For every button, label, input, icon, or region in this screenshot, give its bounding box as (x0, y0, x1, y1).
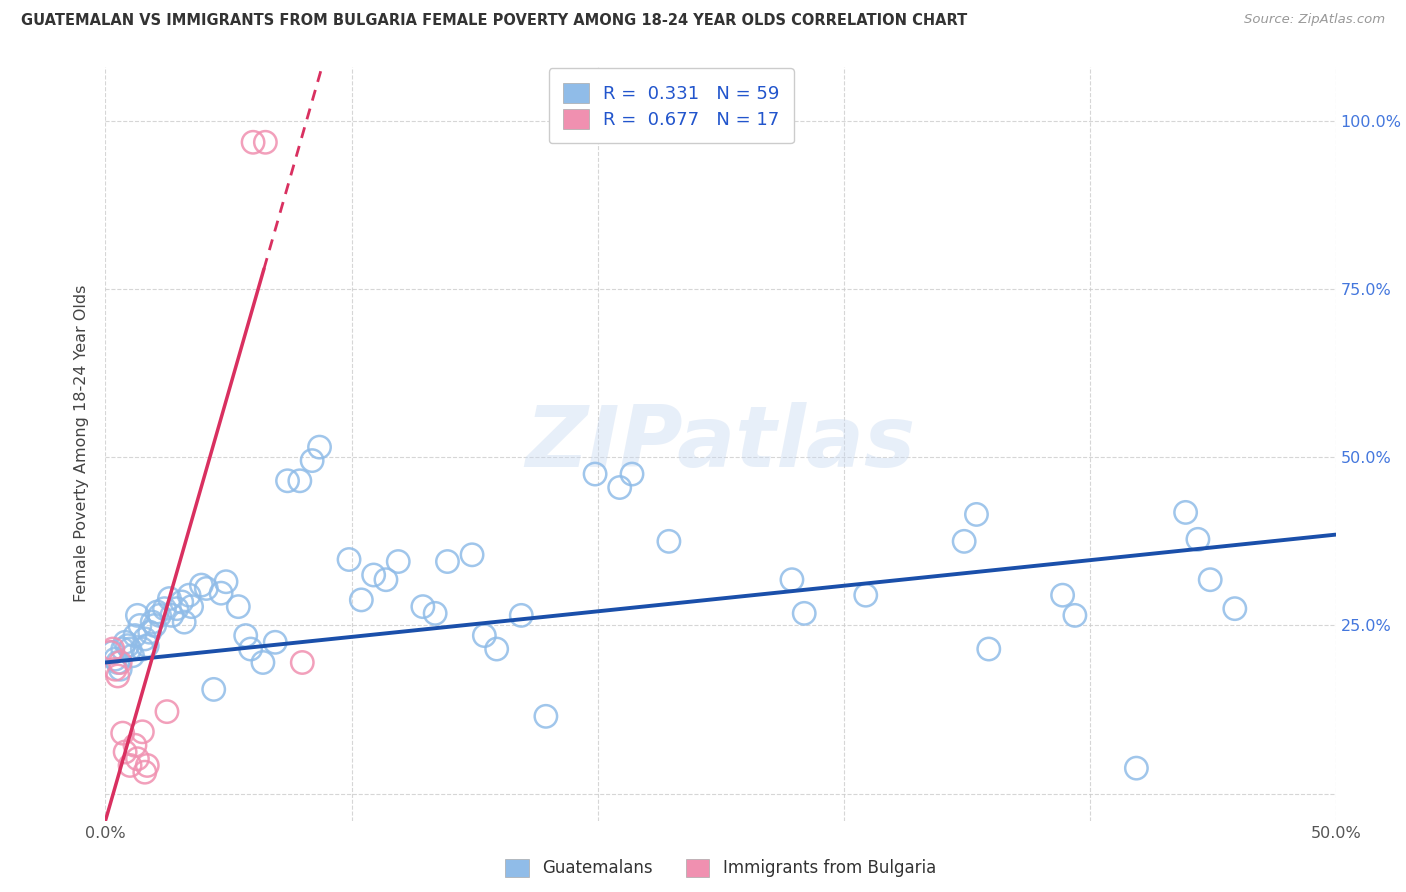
Point (107, 656, 129, 670)
Point (107, 669, 129, 683)
Point (1063, 608, 1085, 623)
Point (156, 705, 179, 719)
Point (127, 608, 149, 623)
Point (252, 656, 274, 670)
Point (621, 467, 644, 481)
Point (977, 642, 1000, 657)
Text: GUATEMALAN VS IMMIGRANTS FROM BULGARIA FEMALE POVERTY AMONG 18-24 YEAR OLDS CORR: GUATEMALAN VS IMMIGRANTS FROM BULGARIA F… (21, 13, 967, 29)
Point (136, 758, 159, 772)
Point (160, 608, 183, 623)
Point (387, 555, 409, 569)
Point (170, 595, 193, 609)
Point (412, 599, 434, 614)
Point (239, 642, 262, 657)
Point (195, 582, 218, 596)
Point (149, 608, 172, 623)
Point (124, 629, 146, 643)
Point (1223, 601, 1246, 615)
Point (173, 615, 195, 629)
Point (127, 752, 149, 766)
Point (111, 726, 134, 740)
Point (120, 642, 141, 657)
Point (780, 573, 803, 587)
Point (254, 136, 277, 150)
Point (190, 578, 212, 592)
Point (953, 534, 976, 549)
Point (308, 440, 330, 454)
Point (337, 552, 360, 566)
Point (510, 608, 533, 623)
Point (534, 709, 557, 723)
Legend: Guatemalans, Immigrants from Bulgaria: Guatemalans, Immigrants from Bulgaria (499, 852, 942, 884)
Point (138, 625, 162, 640)
Point (101, 642, 124, 657)
Point (141, 615, 163, 629)
Point (101, 645, 124, 659)
Y-axis label: Female Poverty Among 18-24 Year Olds: Female Poverty Among 18-24 Year Olds (75, 285, 90, 602)
Point (228, 599, 250, 614)
Point (350, 593, 373, 607)
Point (485, 642, 508, 657)
Point (1052, 588, 1074, 602)
Point (1187, 533, 1209, 547)
Point (436, 555, 458, 569)
Point (111, 642, 134, 657)
Point (793, 607, 815, 621)
Point (1125, 761, 1147, 775)
Point (301, 453, 323, 467)
Point (965, 508, 987, 522)
Point (159, 591, 180, 606)
Point (166, 601, 188, 615)
Point (291, 656, 314, 670)
Point (242, 136, 264, 150)
Point (124, 739, 146, 753)
Point (461, 548, 484, 562)
Point (129, 618, 152, 632)
Text: ZIPatlas: ZIPatlas (526, 402, 915, 485)
Point (114, 635, 136, 649)
Text: Source: ZipAtlas.com: Source: ZipAtlas.com (1244, 13, 1385, 27)
Point (425, 607, 447, 621)
Point (98, 645, 122, 659)
Point (472, 629, 495, 643)
Point (131, 724, 153, 739)
Point (117, 639, 139, 653)
Point (609, 481, 631, 495)
Point (153, 601, 176, 615)
Point (136, 639, 159, 653)
Point (202, 682, 225, 697)
Point (180, 599, 202, 614)
Point (855, 588, 877, 602)
Point (120, 758, 141, 772)
Point (131, 642, 153, 657)
Point (143, 618, 166, 632)
Point (179, 588, 201, 602)
Point (121, 648, 143, 663)
Point (134, 632, 156, 646)
Point (264, 635, 287, 649)
Point (146, 605, 169, 619)
Point (134, 765, 156, 780)
Point (583, 467, 606, 481)
Point (104, 652, 127, 666)
Point (215, 574, 238, 589)
Point (209, 586, 232, 600)
Point (1174, 505, 1197, 519)
Point (288, 474, 311, 488)
Point (1199, 573, 1222, 587)
Point (235, 629, 257, 643)
Point (658, 534, 681, 549)
Point (110, 656, 132, 670)
Point (374, 573, 398, 587)
Point (114, 745, 136, 759)
Point (104, 662, 127, 676)
Point (277, 474, 299, 488)
Point (363, 568, 385, 582)
Point (110, 662, 132, 676)
